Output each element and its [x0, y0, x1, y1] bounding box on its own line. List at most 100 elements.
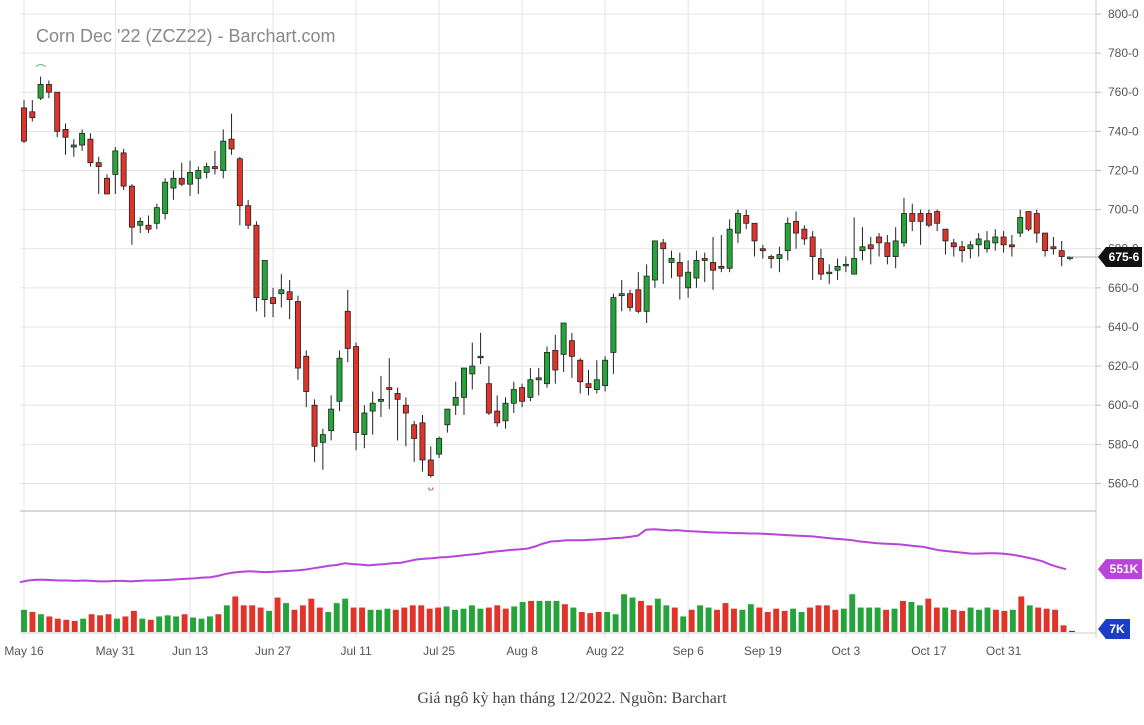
- volume-bar: [80, 618, 87, 632]
- candle-down: [801, 228, 808, 240]
- volume-bar: [485, 607, 492, 632]
- volume-bar: [215, 614, 222, 632]
- candle-up: [377, 398, 384, 402]
- volume-bar: [333, 603, 340, 632]
- volume-bar: [739, 609, 746, 632]
- volume-bar: [1026, 605, 1033, 632]
- period-high-marker: ⌒: [35, 64, 46, 77]
- volume-bar: [705, 607, 712, 632]
- candle-down: [718, 265, 725, 269]
- y-tick-label: 800-0: [1108, 7, 1139, 21]
- volume-bar: [587, 613, 594, 632]
- candle-up: [984, 240, 990, 250]
- x-tick-label: May 31: [96, 644, 136, 658]
- volume-bar: [959, 610, 966, 632]
- candle-down: [294, 301, 301, 369]
- volume-bar: [409, 605, 416, 632]
- candle-down: [236, 158, 243, 207]
- candle-up: [336, 357, 343, 402]
- candle-down: [577, 359, 584, 383]
- volume-bar: [1018, 596, 1025, 632]
- y-tick-label: 580-0: [1108, 437, 1139, 451]
- candle-up: [826, 271, 833, 275]
- volume-bar: [519, 602, 526, 632]
- volume-bar: [891, 608, 898, 632]
- volume-bar: [663, 605, 670, 632]
- candle-up: [203, 166, 210, 173]
- volume-bar: [730, 608, 737, 632]
- candle-up: [170, 177, 177, 189]
- candle-down: [552, 350, 559, 371]
- candle-down: [701, 258, 708, 261]
- volume-bar: [849, 594, 856, 632]
- candle-up: [967, 244, 974, 250]
- volume-bar: [435, 607, 442, 632]
- candle-up: [892, 240, 899, 257]
- period-low-marker: ᴗ: [428, 482, 434, 494]
- candle-up: [37, 84, 44, 99]
- candle-up: [834, 265, 841, 271]
- volume-bar: [900, 600, 906, 632]
- volume-bar: [130, 610, 137, 632]
- candle-down: [1000, 236, 1007, 246]
- volume-bar: [823, 605, 830, 632]
- candle-down: [809, 236, 816, 257]
- volume-bar: [452, 609, 458, 632]
- x-tick-label: Oct 17: [911, 644, 947, 658]
- candle-down: [743, 215, 750, 224]
- x-tick-label: Jun 27: [255, 644, 291, 658]
- candle-up: [784, 222, 791, 252]
- candle-down: [1033, 213, 1040, 234]
- volume-bar: [460, 608, 467, 632]
- candle-up: [328, 408, 335, 432]
- candle-up: [112, 150, 119, 175]
- candle-down: [627, 293, 633, 308]
- candle-up: [361, 412, 368, 435]
- candle-down: [768, 256, 775, 259]
- candle-down: [934, 211, 941, 224]
- candle-up: [602, 359, 609, 387]
- volume-bar: [443, 606, 450, 632]
- volume-bar: [181, 614, 188, 632]
- volume-bar: [866, 607, 873, 632]
- volume-bar: [29, 612, 36, 632]
- last-price-label: 675-6: [1109, 250, 1140, 264]
- volume-bar: [671, 607, 678, 632]
- volume-bar: [629, 597, 636, 632]
- y-tick-label: 780-0: [1108, 46, 1139, 60]
- candle-up: [651, 240, 658, 281]
- candle-up: [70, 144, 77, 148]
- volume-bar: [71, 620, 78, 632]
- candle-down: [917, 213, 924, 222]
- candle-down: [942, 228, 949, 242]
- volume-bar: [545, 600, 551, 632]
- volume-bar: [967, 607, 974, 632]
- volume-bar: [654, 598, 661, 632]
- volume-bar: [190, 617, 196, 632]
- volume-bar: [46, 616, 53, 632]
- candle-down: [311, 404, 318, 447]
- volume-bar: [756, 607, 763, 632]
- candle-down: [817, 258, 824, 275]
- candle-down: [145, 224, 152, 230]
- candle-down: [751, 222, 758, 242]
- y-tick-label: 660-0: [1108, 281, 1139, 295]
- y-tick-label: 560-0: [1108, 476, 1139, 490]
- volume-bar: [350, 607, 357, 632]
- candle-down: [1058, 250, 1065, 257]
- volume-bar: [798, 612, 805, 632]
- candle-down: [87, 138, 94, 164]
- candle-down: [676, 262, 683, 277]
- volume-bar: [561, 604, 568, 632]
- volume-bar: [722, 603, 729, 632]
- volume-bar: [832, 609, 839, 632]
- volume-bar: [156, 616, 163, 632]
- volume-bar: [536, 600, 543, 632]
- y-tick-label: 760-0: [1108, 85, 1139, 99]
- candle-up: [162, 181, 169, 214]
- volume-bar: [1035, 607, 1042, 632]
- volume-bar: [1009, 609, 1016, 632]
- candle-up: [560, 322, 567, 355]
- candle-down: [1050, 246, 1057, 250]
- volume-bar: [316, 607, 323, 632]
